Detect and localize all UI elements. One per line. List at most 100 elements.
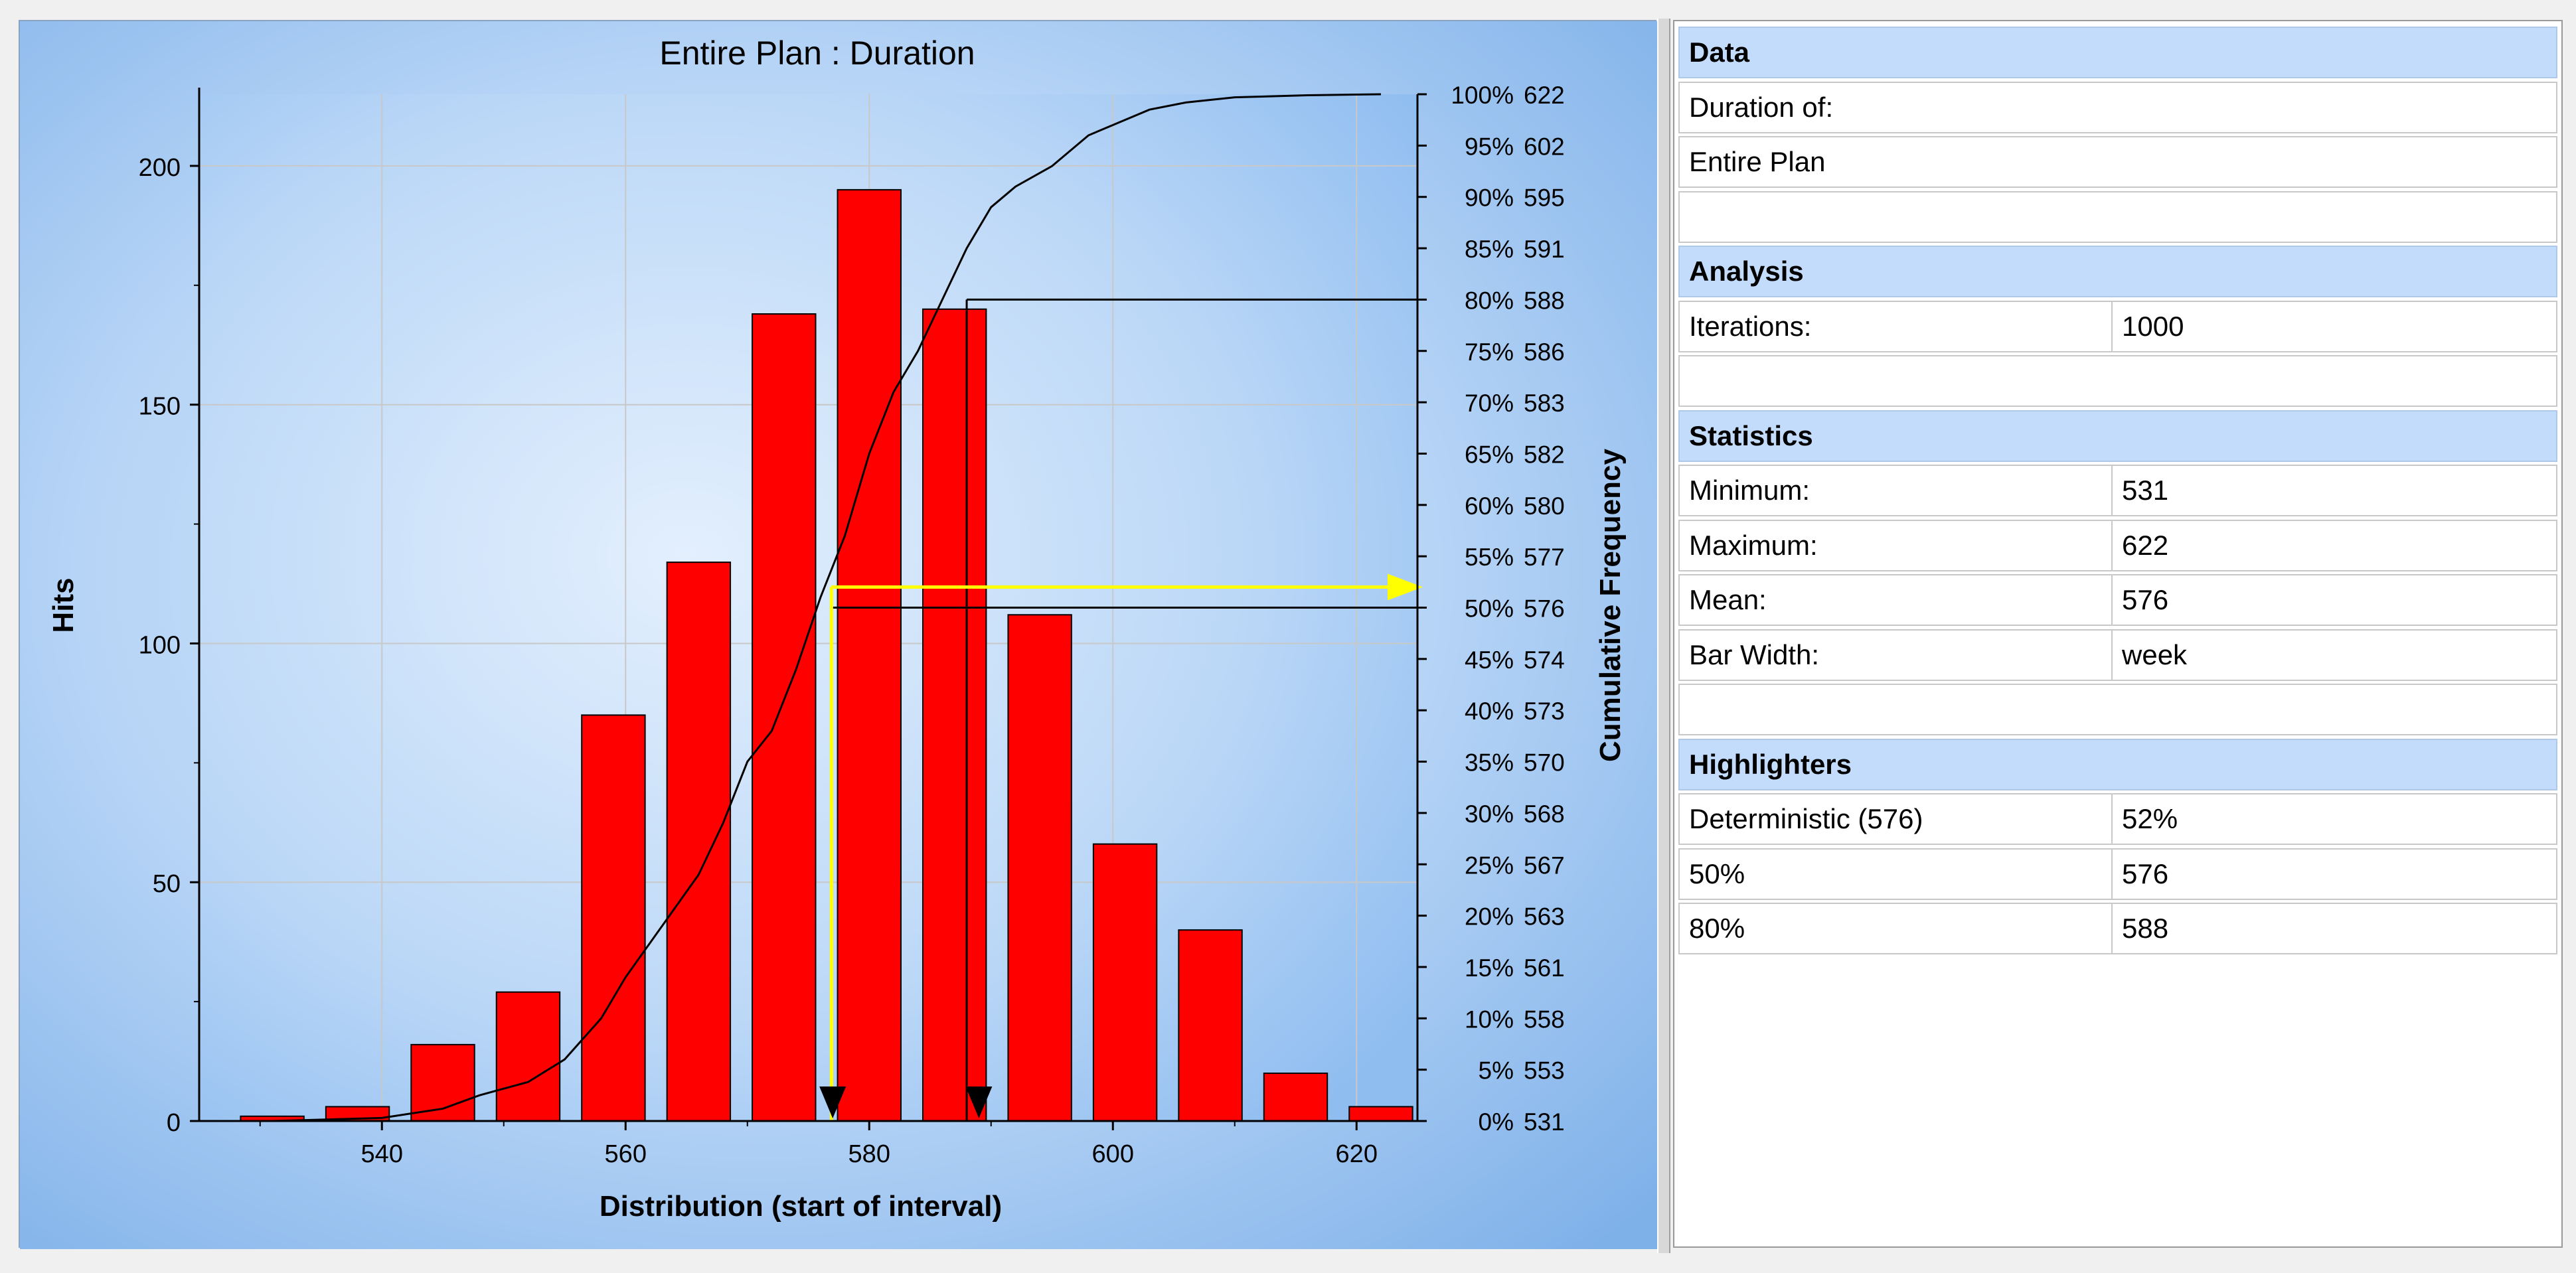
histogram-bar [1178,929,1243,1122]
cumulative-pct-label: 80% [1465,287,1514,314]
cumulative-value-label: 574 [1524,646,1565,674]
panel-row-minimum: Minimum: 531 [1678,465,2557,516]
cumulative-pct-label: 90% [1465,185,1514,212]
cumulative-value-label: 558 [1524,1006,1565,1033]
deterministic-arrow [1388,573,1423,601]
cumulative-value-label: 576 [1524,595,1565,623]
row-label: Duration of: [1689,91,1834,123]
row-value: 1000 [2111,301,2556,351]
cumulative-value-label: 561 [1524,954,1565,982]
x-tick-label: 560 [605,1140,647,1168]
x-axis-label: Distribution (start of interval) [600,1190,1002,1223]
histogram-bar [1348,1106,1413,1122]
data-panel: Data Duration of: Entire Plan Analysis Itera… [1673,20,2563,1248]
histogram-bar [1263,1073,1328,1122]
panel-row-entire-plan: Entire Plan [1678,136,2557,188]
cumulative-pct-label: 25% [1465,852,1514,879]
row-value: 576 [2111,849,2556,899]
cumulative-pct-label: 35% [1465,749,1514,777]
x-tick-label: 620 [1336,1140,1378,1168]
splitter-handle[interactable] [1657,19,1670,1253]
cumulative-pct-label: 50% [1465,595,1514,623]
cumulative-pct-label: 55% [1465,544,1514,571]
cumulative-value-label: 531 [1524,1108,1565,1136]
section-header-data: Data [1678,27,2557,78]
x-tick-label: 580 [848,1140,890,1168]
panel-row-blank [1678,684,2557,735]
row-label: Bar Width: [1689,638,1820,670]
cumulative-value-label: 622 [1524,82,1565,109]
row-label: Minimum: [1689,475,1811,506]
histogram-bar [752,313,817,1122]
panel-row-blank [1678,190,2557,243]
cumulative-pct-label: 5% [1479,1057,1514,1085]
row-label [1680,356,2556,406]
row-label [1680,685,2556,734]
histogram-chart: 0 50 100 150 200 540 560 580 600 620 0% 531 5% 553 10%… [20,21,1658,1249]
cumulative-pct-label: 70% [1465,390,1514,417]
cumulative-value-label: 580 [1524,492,1565,520]
highlighter-marker [819,1086,846,1118]
cumulative-value-label: 591 [1524,236,1565,263]
cumulative-value-label: 570 [1524,749,1565,777]
cumulative-pct-label: 30% [1465,800,1514,828]
y-axis-label: Hits [47,577,80,633]
row-label: Iterations: [1689,310,1812,342]
x-tick-label: 540 [361,1140,403,1168]
histogram-bar [1007,614,1072,1122]
cumulative-value-label: 586 [1524,338,1565,366]
row-label: Analysis [1689,256,1804,287]
row-label: 80% [1689,913,1745,944]
row-label: Highlighters [1689,748,1852,780]
section-header-statistics: Statistics [1678,410,2557,462]
y-tick-label: 200 [139,154,181,182]
cumulative-value-label: 567 [1524,852,1565,879]
row-value: 576 [2111,575,2556,625]
cumulative-value-label: 553 [1524,1057,1565,1085]
row-value: 52% [2111,794,2556,844]
cumulative-pct-label: 45% [1465,646,1514,674]
histogram-bar [495,991,561,1122]
y-tick-label: 100 [139,631,181,659]
histogram-bar [1092,843,1158,1122]
histogram-bar [581,714,646,1122]
row-label: Statistics [1689,419,1813,451]
cumulative-value-label: 583 [1524,390,1565,417]
panel-row-mean: Mean: 576 [1678,574,2557,626]
cumulative-pct-label: 15% [1465,954,1514,982]
x-tick-label: 600 [1092,1140,1134,1168]
row-label: Deterministic (576) [1689,803,1923,834]
histogram-bar [666,562,732,1122]
panel-row-50: 50% 576 [1678,848,2557,900]
cumulative-curve [272,93,1381,1122]
cumulative-value-label: 573 [1524,698,1565,725]
row-label: Entire Plan [1689,146,1826,177]
row-value: 588 [2111,904,2556,953]
cumulative-pct-label: 10% [1465,1006,1514,1033]
cumulative-pct-label: 40% [1465,698,1514,725]
y2-axis-label: Cumulative Frequency [1594,449,1627,762]
panel-row-iterations: Iterations: 1000 [1678,300,2557,352]
cumulative-value-label: 588 [1524,287,1565,314]
row-value: 622 [2111,520,2556,570]
cumulative-pct-label: 60% [1465,492,1514,520]
panel-row-bar-width: Bar Width: week [1678,629,2557,681]
y-tick-label: 0 [167,1109,181,1137]
cumulative-pct-label: 95% [1465,133,1514,160]
panel-row-duration-of: Duration of: [1678,81,2557,133]
row-label [1680,192,2556,242]
histogram-bar [922,308,987,1122]
cumulative-value-label: 595 [1524,185,1565,212]
cumulative-pct-label: 75% [1465,338,1514,366]
y-tick-label: 50 [153,870,181,898]
cumulative-pct-label: 85% [1465,236,1514,263]
section-header-analysis: Analysis [1678,246,2557,297]
cumulative-pct-label: 0% [1479,1108,1514,1136]
panel-row-deterministic-576: Deterministic (576) 52% [1678,793,2557,845]
panel-row-maximum: Maximum: 622 [1678,519,2557,571]
cumulative-pct-label: 20% [1465,903,1514,931]
cumulative-value-label: 577 [1524,544,1565,571]
histogram-bar [837,188,902,1122]
cumulative-value-label: 582 [1524,441,1565,468]
panel-row-80: 80% 588 [1678,903,2557,954]
